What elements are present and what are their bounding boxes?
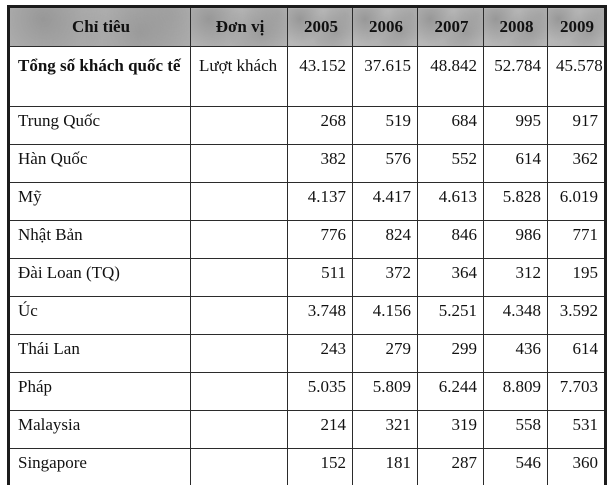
column-header-2007: 2007 [417, 6, 484, 47]
value-2005: 4.137 [287, 182, 353, 221]
unit-cell [190, 372, 288, 411]
value-2008: 5.828 [483, 182, 548, 221]
value-2008: 4.348 [483, 296, 548, 335]
row-label: Úc [8, 296, 191, 335]
value-2009: 45.578 [547, 46, 606, 107]
value-2005: 243 [287, 334, 353, 373]
value-2007: 846 [417, 220, 484, 259]
table-row: Singapore 152 181 287 546 360 [8, 448, 606, 485]
value-2008: 995 [483, 106, 548, 145]
column-header-chi-tieu: Chỉ tiêu [8, 6, 191, 47]
value-2007: 6.244 [417, 372, 484, 411]
visitor-statistics-table: Chỉ tiêu Đơn vị 2005 2006 2007 2008 2009… [7, 5, 607, 485]
row-label: Pháp [8, 372, 191, 411]
value-2006: 4.156 [352, 296, 418, 335]
value-2005: 776 [287, 220, 353, 259]
unit-cell [190, 448, 288, 485]
value-2009: 771 [547, 220, 606, 259]
row-label: Tổng số khách quốc tế [8, 46, 191, 107]
value-2008: 436 [483, 334, 548, 373]
value-2005: 3.748 [287, 296, 353, 335]
value-2006: 4.417 [352, 182, 418, 221]
value-2005: 152 [287, 448, 353, 485]
value-2009: 360 [547, 448, 606, 485]
column-header-don-vi: Đơn vị [190, 6, 288, 47]
row-label: Trung Quốc [8, 106, 191, 145]
value-2006: 824 [352, 220, 418, 259]
value-2009: 531 [547, 410, 606, 449]
unit-cell [190, 410, 288, 449]
table-row: Malaysia 214 321 319 558 531 [8, 410, 606, 449]
value-2008: 614 [483, 144, 548, 183]
row-label: Hàn Quốc [8, 144, 191, 183]
table-row: Trung Quốc 268 519 684 995 917 [8, 106, 606, 145]
value-2009: 917 [547, 106, 606, 145]
row-label: Nhật Bản [8, 220, 191, 259]
value-2008: 986 [483, 220, 548, 259]
value-2007: 684 [417, 106, 484, 145]
row-label: Malaysia [8, 410, 191, 449]
value-2005: 43.152 [287, 46, 353, 107]
row-label: Đài Loan (TQ) [8, 258, 191, 297]
unit-cell [190, 182, 288, 221]
value-2006: 372 [352, 258, 418, 297]
value-2005: 5.035 [287, 372, 353, 411]
unit-cell [190, 144, 288, 183]
unit-cell [190, 220, 288, 259]
row-label: Singapore [8, 448, 191, 485]
value-2006: 5.809 [352, 372, 418, 411]
value-2008: 546 [483, 448, 548, 485]
table-row: Pháp 5.035 5.809 6.244 8.809 7.703 [8, 372, 606, 411]
column-header-2005: 2005 [287, 6, 353, 47]
value-2006: 181 [352, 448, 418, 485]
column-header-2008: 2008 [483, 6, 548, 47]
table-row: Mỹ 4.137 4.417 4.613 5.828 6.019 [8, 182, 606, 221]
value-2006: 37.615 [352, 46, 418, 107]
value-2005: 214 [287, 410, 353, 449]
value-2007: 299 [417, 334, 484, 373]
unit-cell [190, 258, 288, 297]
value-2005: 268 [287, 106, 353, 145]
value-2009: 362 [547, 144, 606, 183]
column-header-2009: 2009 [547, 6, 606, 47]
unit-cell [190, 334, 288, 373]
value-2007: 287 [417, 448, 484, 485]
value-2009: 3.592 [547, 296, 606, 335]
value-2007: 319 [417, 410, 484, 449]
table-row: Thái Lan 243 279 299 436 614 [8, 334, 606, 373]
table-header-row: Chỉ tiêu Đơn vị 2005 2006 2007 2008 2009 [8, 6, 606, 47]
unit-cell [190, 296, 288, 335]
table-row: Đài Loan (TQ) 511 372 364 312 195 [8, 258, 606, 297]
column-header-2006: 2006 [352, 6, 418, 47]
value-2007: 48.842 [417, 46, 484, 107]
value-2007: 5.251 [417, 296, 484, 335]
value-2009: 614 [547, 334, 606, 373]
value-2005: 511 [287, 258, 353, 297]
value-2006: 576 [352, 144, 418, 183]
table-row-total: Tổng số khách quốc tế Lượt khách 43.152 … [8, 46, 606, 107]
value-2009: 6.019 [547, 182, 606, 221]
row-label: Thái Lan [8, 334, 191, 373]
value-2008: 312 [483, 258, 548, 297]
table-row: Nhật Bản 776 824 846 986 771 [8, 220, 606, 259]
value-2009: 195 [547, 258, 606, 297]
unit-cell [190, 106, 288, 145]
value-2006: 279 [352, 334, 418, 373]
value-2009: 7.703 [547, 372, 606, 411]
value-2008: 558 [483, 410, 548, 449]
value-2007: 4.613 [417, 182, 484, 221]
value-2005: 382 [287, 144, 353, 183]
value-2008: 52.784 [483, 46, 548, 107]
value-2006: 321 [352, 410, 418, 449]
value-2007: 364 [417, 258, 484, 297]
value-2008: 8.809 [483, 372, 548, 411]
value-2007: 552 [417, 144, 484, 183]
value-2006: 519 [352, 106, 418, 145]
table-row: Úc 3.748 4.156 5.251 4.348 3.592 [8, 296, 606, 335]
table-row: Hàn Quốc 382 576 552 614 362 [8, 144, 606, 183]
unit-cell: Lượt khách [190, 46, 288, 107]
row-label: Mỹ [8, 182, 191, 221]
